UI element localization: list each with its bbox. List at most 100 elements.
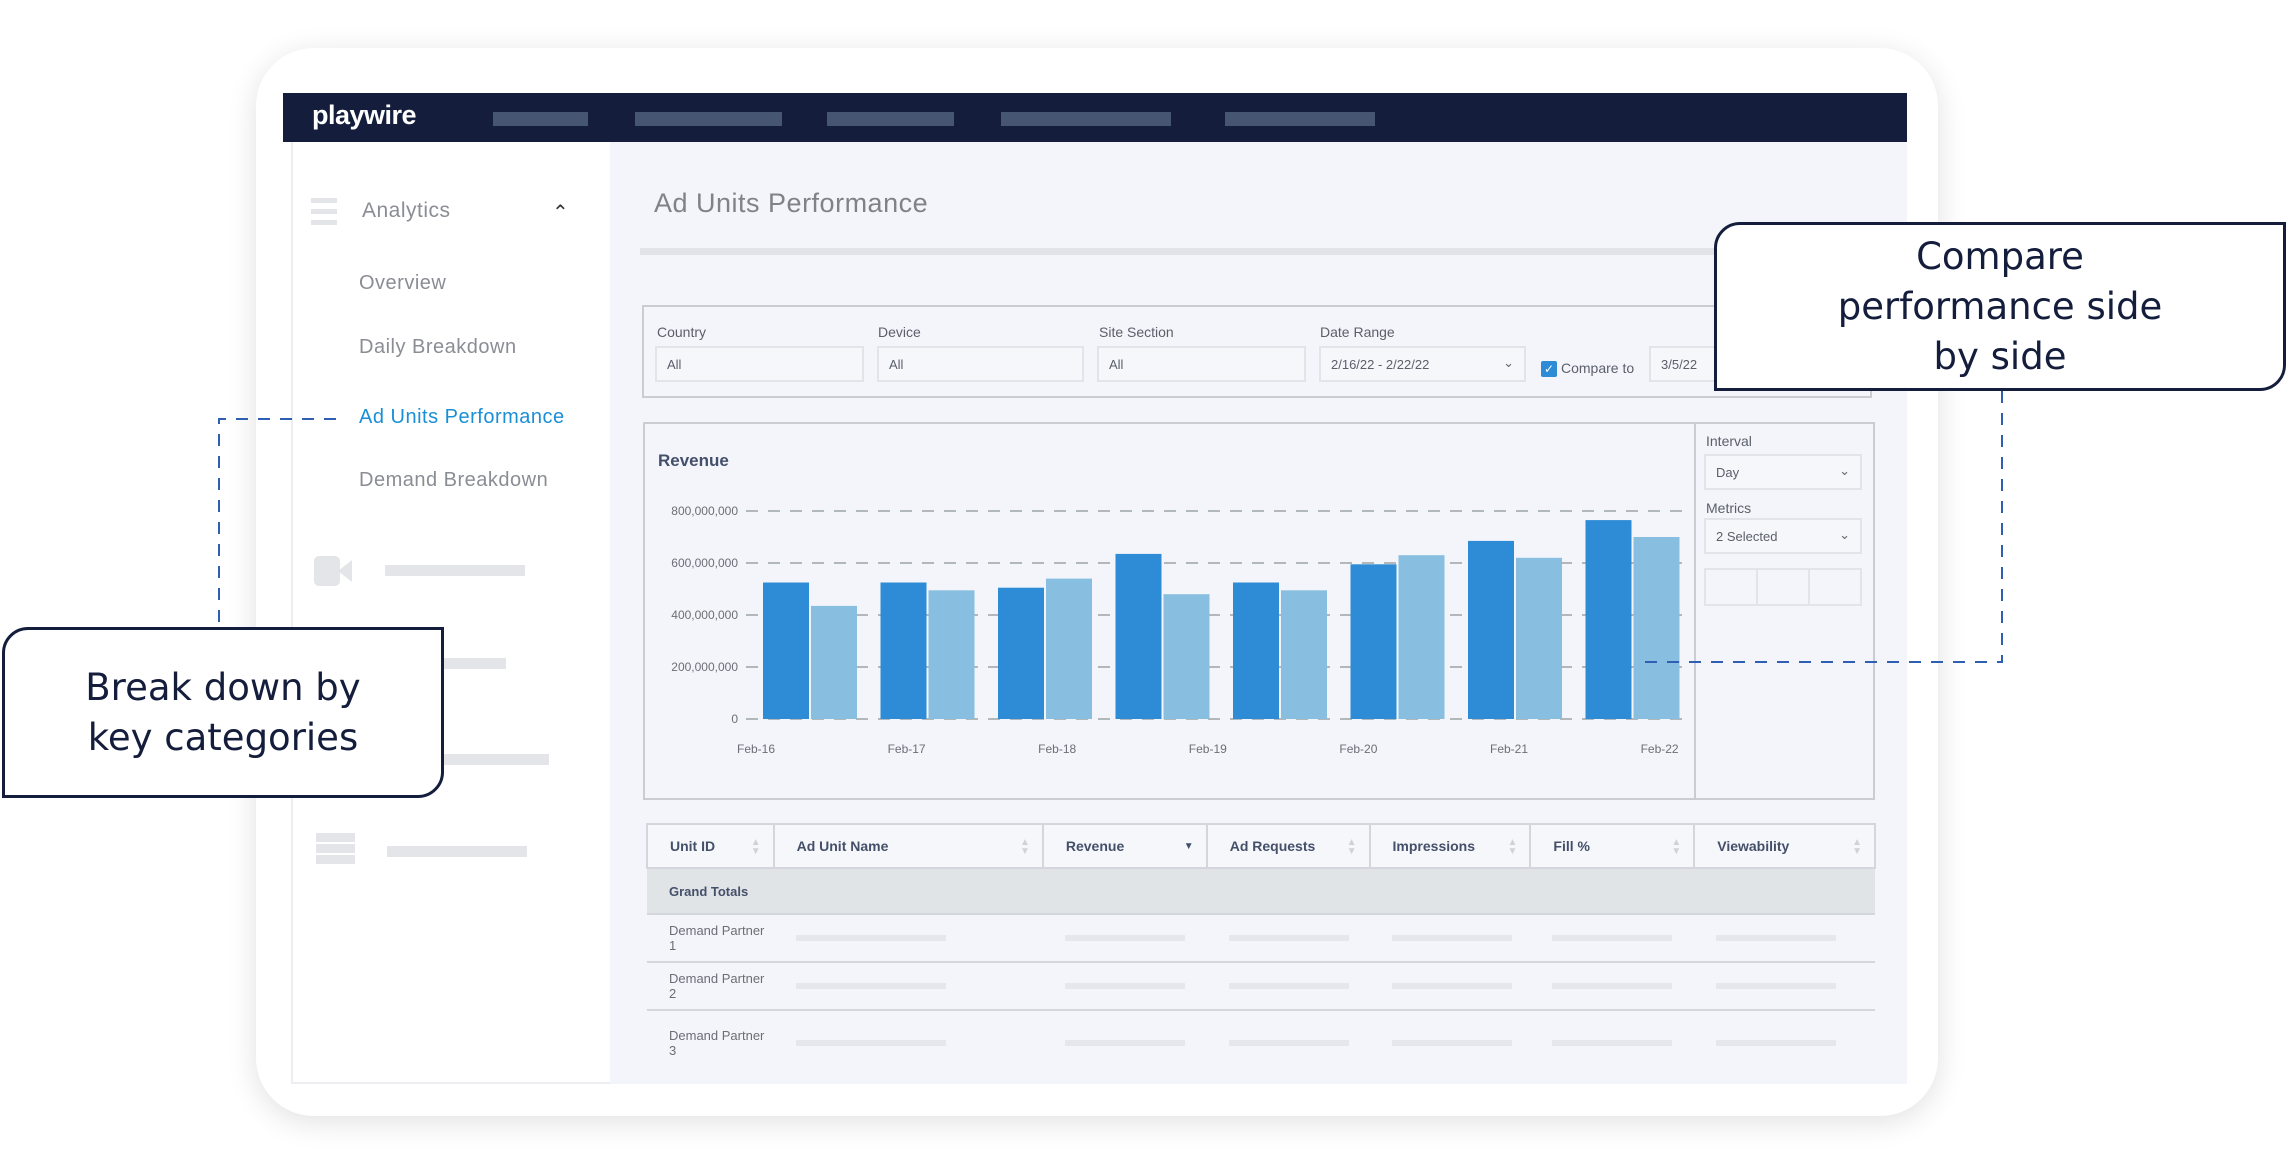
sidebar-section-analytics[interactable]: Analytics	[362, 199, 451, 222]
column-header[interactable]: Ad Requests ▲ ▼	[1205, 823, 1371, 869]
bar-series1-2[interactable]	[998, 587, 1044, 719]
sort-icon[interactable]: ▲ ▼	[1346, 837, 1357, 857]
cell-placeholder	[1369, 913, 1531, 962]
sidebar	[291, 142, 610, 1084]
sort-icon[interactable]: ▲ ▼	[1019, 837, 1030, 857]
column-header-label: Revenue	[1065, 838, 1125, 854]
cell-placeholder	[773, 913, 1043, 962]
bar-series1-1[interactable]	[880, 582, 927, 720]
sort-desc-icon[interactable]: ▼	[1183, 841, 1194, 852]
row-label: Demand Partner 3	[647, 1009, 774, 1074]
chart-panel-divider	[1694, 424, 1696, 798]
nav-item[interactable]	[827, 112, 954, 126]
interval-value: Day	[1716, 465, 1740, 480]
sidebar-placeholder[interactable]	[420, 754, 549, 765]
sort-icon[interactable]: ▲ ▼	[750, 837, 761, 857]
nav-item[interactable]	[635, 112, 782, 126]
bar-series2-6[interactable]	[1516, 557, 1562, 719]
table-row[interactable]: Demand Partner 1	[647, 913, 1875, 962]
date-range-value: 2/16/22 - 2/22/22	[1331, 357, 1430, 372]
bar-series2-4[interactable]	[1281, 590, 1327, 719]
metrics-select[interactable]: 2 Selected ⌄	[1704, 518, 1862, 554]
bar-series2-7[interactable]	[1633, 537, 1680, 719]
column-header[interactable]: Impressions ▲ ▼	[1368, 823, 1532, 869]
revenue-chart: Revenue 800,000,000 600,000,000 400,000,00…	[658, 451, 1683, 756]
sidebar-placeholder[interactable]	[385, 565, 525, 576]
bar-series1-7[interactable]	[1585, 520, 1632, 719]
table-row[interactable]: Demand Partner 2	[647, 961, 1875, 1010]
bar-series2-2[interactable]	[1046, 578, 1092, 719]
x-tick-label: Feb-17	[888, 742, 926, 756]
bar-series1-4[interactable]	[1233, 582, 1279, 720]
compare-to-label: Compare to	[1561, 360, 1635, 376]
device-select[interactable]: All	[877, 346, 1084, 382]
bar-series1-5[interactable]	[1350, 564, 1397, 719]
compare-checkbox[interactable]: ✓	[1541, 361, 1557, 377]
cell-placeholder	[1694, 913, 1875, 962]
video-icon	[314, 556, 352, 586]
table-row[interactable]: Demand Partner 3	[647, 1009, 1875, 1074]
country-select[interactable]: All	[655, 346, 864, 382]
chart-type-toggle	[1704, 568, 1862, 606]
row-label: Demand Partner 2	[647, 961, 774, 1010]
bar-series1-6[interactable]	[1468, 540, 1514, 719]
metrics-value: 2 Selected	[1716, 529, 1778, 544]
sidebar-item-daily-breakdown[interactable]: Daily Breakdown	[359, 336, 517, 358]
date-range-select[interactable]: 2/16/22 - 2/22/22 ⌄	[1319, 346, 1526, 382]
cell-placeholder	[1042, 1009, 1207, 1074]
nav-item[interactable]	[1225, 112, 1375, 126]
column-header-label: Fill %	[1553, 838, 1590, 854]
column-header[interactable]: Unit ID ▲ ▼	[646, 823, 775, 869]
nav-item[interactable]	[1001, 112, 1171, 126]
sidebar-item-overview[interactable]: Overview	[359, 272, 447, 294]
cell-placeholder	[1530, 961, 1695, 1010]
table-header-row: Unit ID ▲ ▼ Ad Unit Name ▲ ▼ Revenue ▼ Ad Reques…	[646, 823, 1876, 869]
column-header[interactable]: Revenue ▼	[1041, 823, 1208, 869]
chevron-up-icon[interactable]: ⌃	[552, 202, 570, 224]
y-tick-label: 800,000,000	[671, 504, 738, 518]
nav-item[interactable]	[493, 112, 588, 126]
top-nav	[283, 93, 1907, 142]
sidebar-item-ad-units-performance[interactable]: Ad Units Performance	[359, 406, 565, 428]
column-header-label: Ad Unit Name	[796, 838, 889, 854]
column-header-label: Unit ID	[670, 838, 716, 854]
title-divider	[640, 248, 1720, 255]
sidebar-placeholder[interactable]	[387, 846, 527, 857]
bar-series1-0[interactable]	[763, 582, 809, 720]
sidebar-item-demand-breakdown[interactable]: Demand Breakdown	[359, 469, 549, 491]
sidebar-placeholder[interactable]	[420, 658, 506, 669]
bar-series2-5[interactable]	[1398, 555, 1445, 719]
bar-series2-3[interactable]	[1163, 594, 1210, 719]
site-section-select[interactable]: All	[1097, 346, 1306, 382]
site-section-label: Site Section	[1099, 324, 1174, 340]
grand-totals-label: Grand Totals	[647, 867, 1875, 914]
bar-series2-0[interactable]	[811, 605, 857, 719]
ad-units-table: Unit ID ▲ ▼ Ad Unit Name ▲ ▼ Revenue ▼ Ad Reques…	[646, 823, 1876, 1074]
toggle-option[interactable]	[1758, 570, 1810, 604]
playwire-logo[interactable]: playwire	[312, 100, 417, 130]
bar-series2-1[interactable]	[928, 590, 975, 719]
x-tick-label: Feb-21	[1490, 742, 1528, 756]
x-tick-label: Feb-18	[1038, 742, 1076, 756]
column-header[interactable]: Ad Unit Name ▲ ▼	[772, 823, 1044, 869]
grand-totals-row: Grand Totals	[647, 867, 1875, 914]
column-header[interactable]: Fill % ▲ ▼	[1529, 823, 1696, 869]
cell-placeholder	[1530, 1009, 1695, 1074]
cell-placeholder	[1694, 961, 1875, 1010]
bar-series1-3[interactable]	[1115, 553, 1162, 719]
callout-compare: Compare performance side by side	[1714, 222, 2286, 391]
sort-icon[interactable]: ▲ ▼	[1671, 837, 1682, 857]
y-tick-label: 400,000,000	[671, 608, 738, 622]
callout-breakdown-text: Break down by key categories	[85, 665, 361, 759]
sort-icon[interactable]: ▲ ▼	[1507, 837, 1518, 857]
country-label: Country	[657, 324, 707, 340]
x-tick-label: Feb-22	[1641, 742, 1679, 756]
sort-icon[interactable]: ▲ ▼	[1852, 837, 1862, 857]
column-header[interactable]: Viewability ▲ ▼	[1693, 823, 1876, 869]
menu-icon	[311, 198, 337, 225]
right-connector-line	[1641, 391, 2003, 663]
toggle-option[interactable]	[1706, 570, 1758, 604]
x-tick-label: Feb-20	[1339, 742, 1377, 756]
interval-select[interactable]: Day ⌄	[1704, 454, 1862, 490]
